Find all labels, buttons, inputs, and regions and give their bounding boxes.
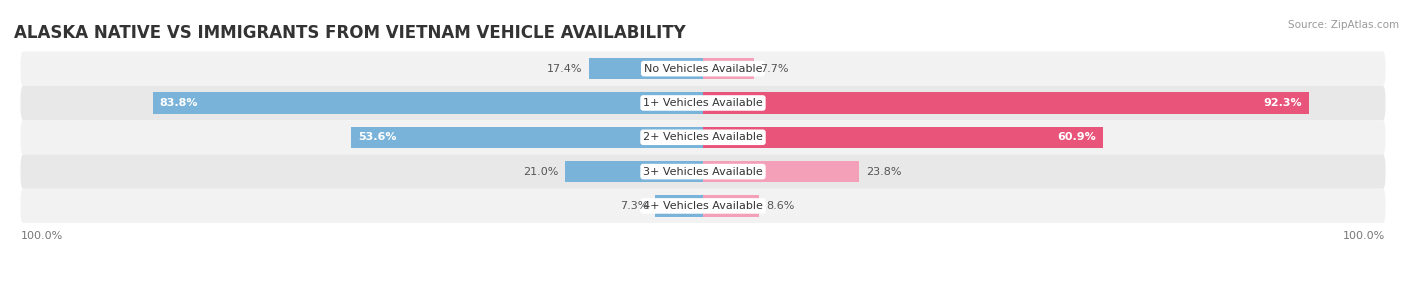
Bar bbox=[703, 161, 859, 182]
FancyBboxPatch shape bbox=[21, 154, 1385, 189]
Text: Source: ZipAtlas.com: Source: ZipAtlas.com bbox=[1288, 20, 1399, 30]
Text: 92.3%: 92.3% bbox=[1264, 98, 1302, 108]
Text: 2+ Vehicles Available: 2+ Vehicles Available bbox=[643, 132, 763, 142]
Text: 17.4%: 17.4% bbox=[547, 64, 582, 74]
Text: 7.3%: 7.3% bbox=[620, 201, 648, 211]
Bar bbox=[589, 58, 703, 79]
Bar bbox=[703, 127, 1102, 148]
Text: 100.0%: 100.0% bbox=[21, 231, 63, 241]
Text: 60.9%: 60.9% bbox=[1057, 132, 1097, 142]
Text: No Vehicles Available: No Vehicles Available bbox=[644, 64, 762, 74]
Text: 21.0%: 21.0% bbox=[523, 167, 558, 176]
FancyBboxPatch shape bbox=[21, 51, 1385, 86]
Text: 8.6%: 8.6% bbox=[766, 201, 794, 211]
Bar bbox=[703, 58, 754, 79]
Text: 83.8%: 83.8% bbox=[160, 98, 198, 108]
Bar bbox=[655, 195, 703, 217]
Bar bbox=[565, 161, 703, 182]
FancyBboxPatch shape bbox=[21, 189, 1385, 223]
Text: 1+ Vehicles Available: 1+ Vehicles Available bbox=[643, 98, 763, 108]
Bar bbox=[153, 92, 703, 114]
Text: 4+ Vehicles Available: 4+ Vehicles Available bbox=[643, 201, 763, 211]
Text: 53.6%: 53.6% bbox=[359, 132, 396, 142]
Text: ALASKA NATIVE VS IMMIGRANTS FROM VIETNAM VEHICLE AVAILABILITY: ALASKA NATIVE VS IMMIGRANTS FROM VIETNAM… bbox=[14, 23, 686, 41]
Text: 23.8%: 23.8% bbox=[866, 167, 901, 176]
Bar bbox=[703, 195, 759, 217]
Text: 100.0%: 100.0% bbox=[1343, 231, 1385, 241]
Text: 3+ Vehicles Available: 3+ Vehicles Available bbox=[643, 167, 763, 176]
Bar bbox=[352, 127, 703, 148]
Bar bbox=[703, 92, 1309, 114]
Text: 7.7%: 7.7% bbox=[761, 64, 789, 74]
FancyBboxPatch shape bbox=[21, 86, 1385, 120]
FancyBboxPatch shape bbox=[21, 120, 1385, 154]
